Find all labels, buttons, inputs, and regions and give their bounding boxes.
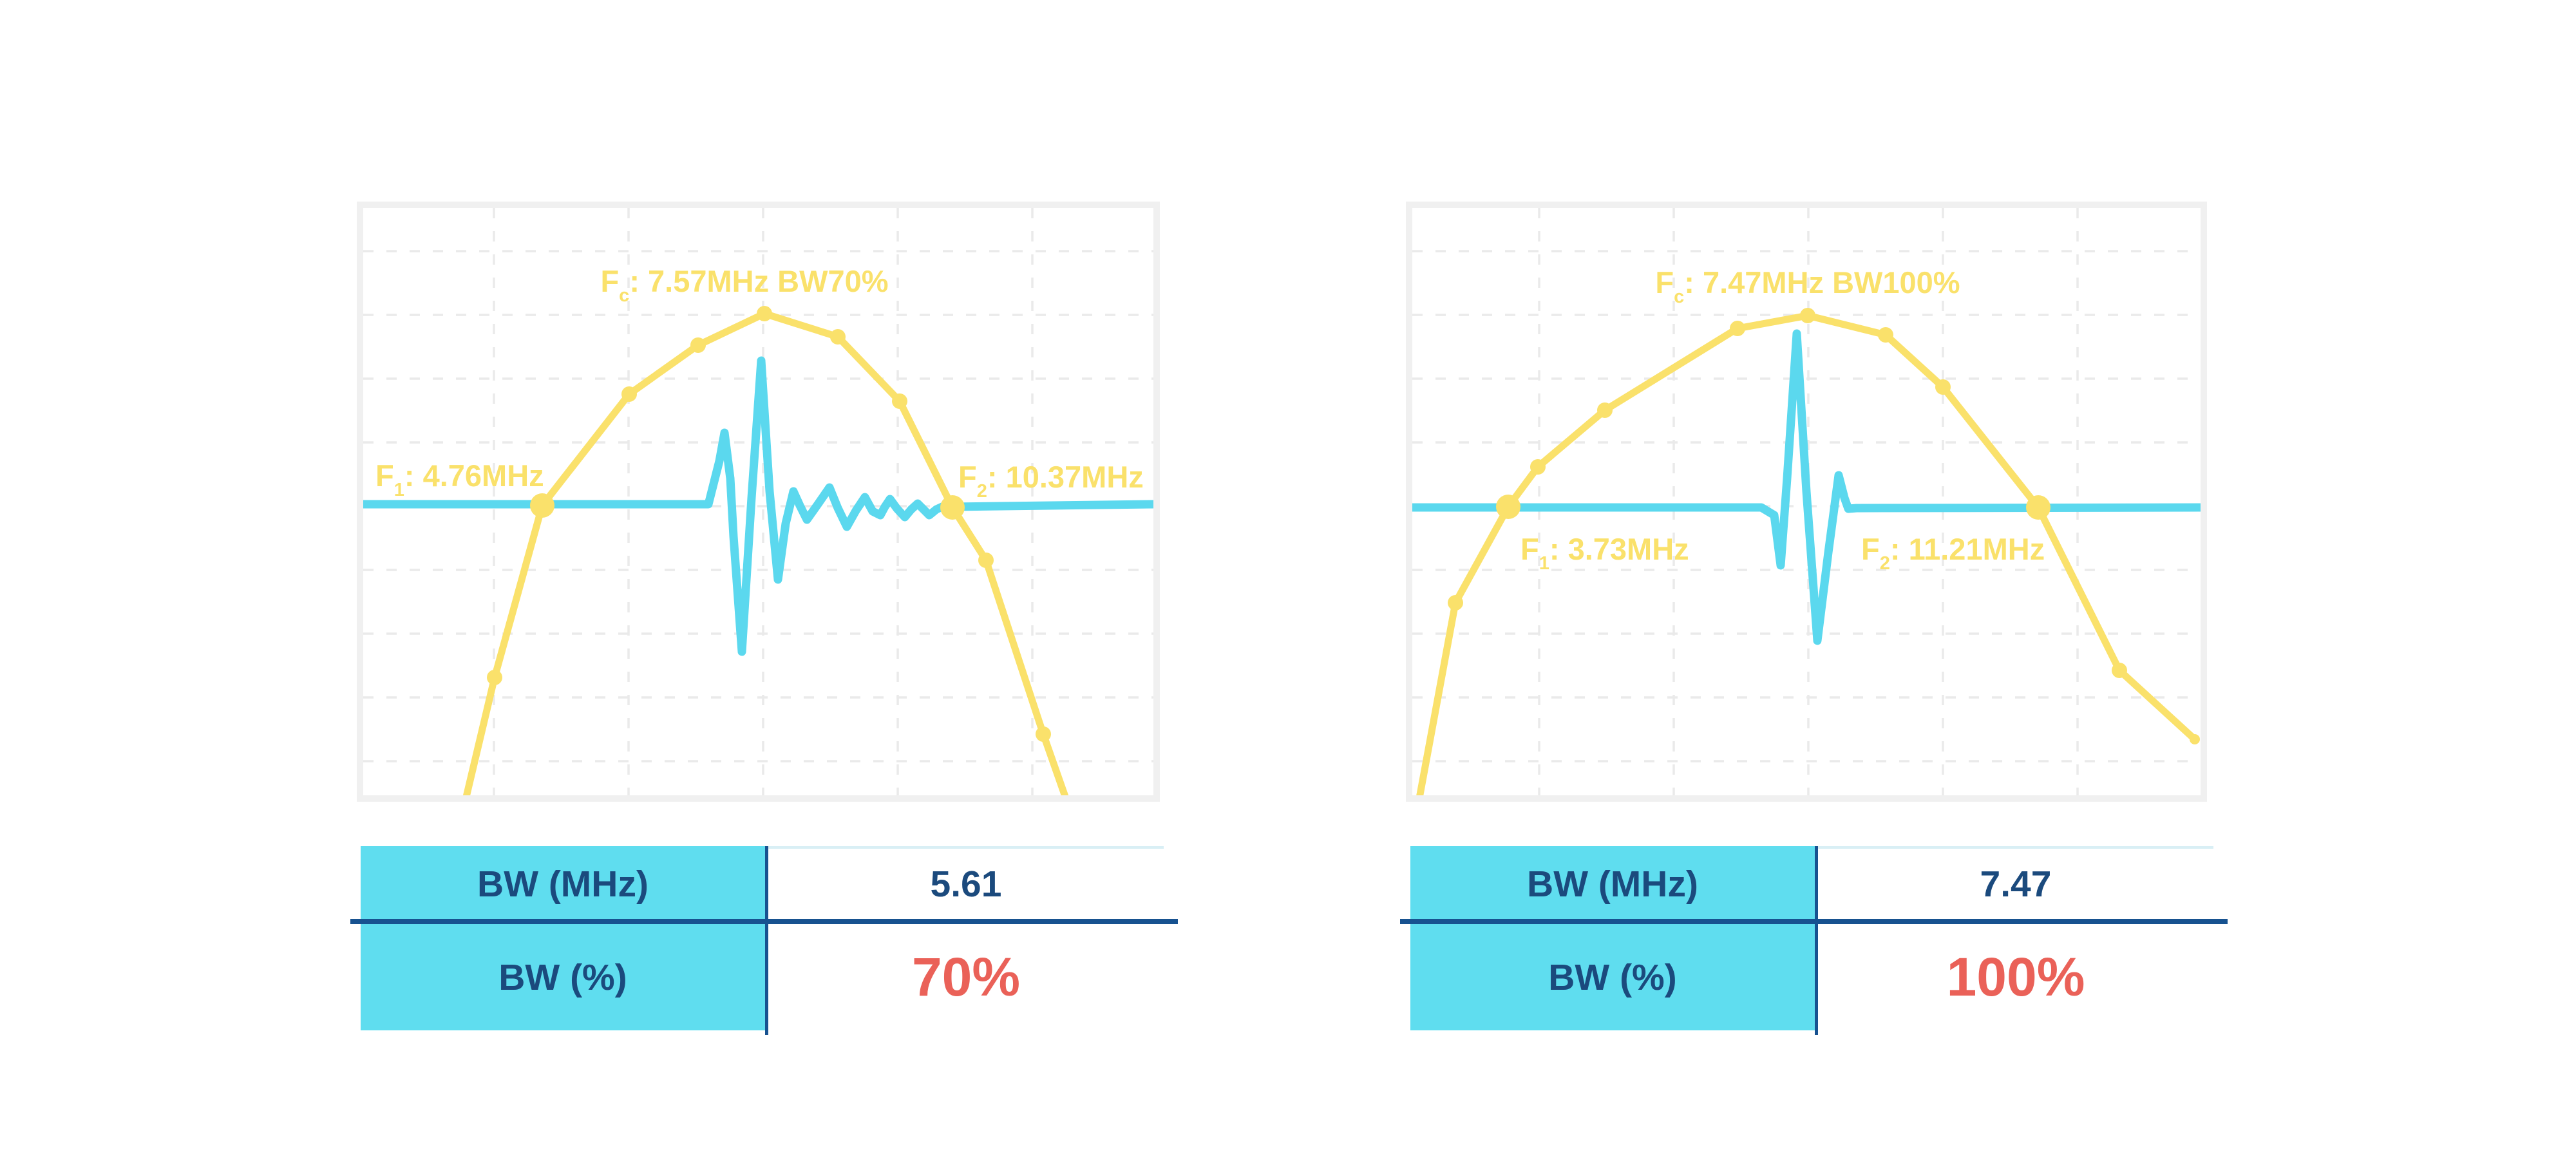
bw-mhz-label: BW (MHz): [477, 863, 649, 905]
spectrum-curve: [462, 310, 1069, 795]
spectrum-point-marker: [690, 337, 706, 353]
spectrum-point-marker: [621, 386, 637, 402]
f1-marker: [530, 493, 554, 518]
spectrum-curve: [1416, 312, 2197, 795]
spectrum-point-marker: [1036, 726, 1051, 742]
bandwidth-table-bw70: BW (MHz) 5.61 BW (%) 70%: [350, 846, 1178, 1039]
spectrum-point-marker: [757, 306, 772, 321]
bw-pct-label: BW (%): [498, 956, 627, 998]
f2-marker: [940, 495, 965, 520]
pulse-waveform: [1412, 329, 2201, 645]
bw-pct-value: 100%: [1946, 947, 2085, 1007]
spectrum-point-marker: [1800, 308, 1815, 323]
f2-marker: [2026, 495, 2050, 520]
spectrum-point-marker: [1935, 379, 1951, 395]
spectrum-point-marker: [830, 329, 846, 345]
spectrum-chart-bw100: Fc: 7.47MHz BW100% F1: 3.73MHz F2: 11.21MH…: [1406, 202, 2207, 805]
spectrum-end-marker: [2190, 734, 2200, 744]
spectrum-chart-bw70: Fc: 7.57MHz BW70% F1: 4.76MHz F2: 10.37MHz: [357, 202, 1160, 805]
fc-title: Fc: 7.47MHz BW100%: [1655, 265, 1960, 307]
f1-label: F1: 4.76MHz: [375, 459, 544, 500]
spectrum-point-marker: [1530, 459, 1546, 475]
bw-mhz-label: BW (MHz): [1527, 863, 1698, 905]
table-label-column: [1410, 846, 1815, 1030]
spectrum-point-marker: [2112, 663, 2127, 678]
bw-pct-value: 70%: [911, 947, 1021, 1007]
chart-svg: Fc: 7.57MHz BW70% F1: 4.76MHz F2: 10.37MHz: [357, 202, 1160, 802]
chart-svg: Fc: 7.47MHz BW100% F1: 3.73MHz F2: 11.21MH…: [1406, 202, 2207, 802]
spectrum-point-marker: [892, 393, 907, 409]
f1-marker: [1496, 495, 1520, 519]
bandwidth-table-bw100: BW (MHz) 7.47 BW (%) 100%: [1400, 846, 2228, 1039]
f1-label: F1: 3.73MHz: [1520, 532, 1689, 574]
f2-label: F2: 11.21MHz: [1861, 532, 2045, 574]
pulse-waveform: [363, 356, 1153, 656]
spectrum-point-marker: [1730, 321, 1745, 336]
table-column-divider: [1815, 846, 1818, 1035]
spectrum-point-marker: [1878, 327, 1893, 343]
spectrum-point-marker: [1597, 402, 1613, 418]
spectrum-point-marker: [1448, 595, 1463, 610]
bw-mhz-value: 5.61: [930, 863, 1002, 905]
bw-mhz-value: 7.47: [1980, 863, 2052, 905]
value-column-top-border: [768, 846, 1164, 849]
fc-title: Fc: 7.57MHz BW70%: [600, 264, 888, 306]
table-column-divider: [765, 846, 768, 1035]
table-row-divider: [1400, 919, 2228, 924]
spectrum-point-marker: [487, 670, 502, 685]
table-label-column: [361, 846, 765, 1030]
table-row-divider: [350, 919, 1178, 924]
value-column-top-border: [1818, 846, 2213, 849]
bw-pct-label: BW (%): [1548, 956, 1677, 998]
spectrum-point-marker: [978, 553, 994, 568]
f2-label: F2: 10.37MHz: [958, 460, 1144, 502]
